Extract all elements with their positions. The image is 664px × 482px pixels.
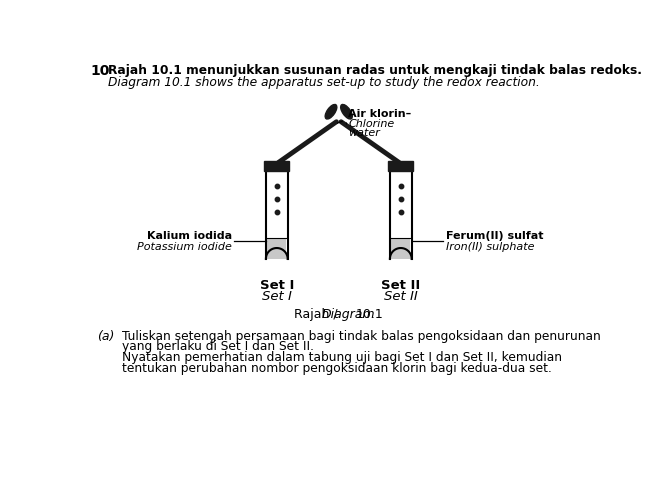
Text: tentukan perubahan nombor pengoksidaan klorin bagi kedua-dua set.: tentukan perubahan nombor pengoksidaan k… [122, 362, 552, 375]
Text: Diagram 10.1 shows the apparatus set-up to study the redox reaction.: Diagram 10.1 shows the apparatus set-up … [108, 76, 540, 89]
Polygon shape [391, 249, 410, 259]
Polygon shape [267, 238, 286, 259]
Text: yang berlaku di Set I dan Set II.: yang berlaku di Set I dan Set II. [122, 340, 314, 353]
Text: 10.1: 10.1 [356, 308, 384, 321]
Text: Set II: Set II [384, 290, 418, 303]
Text: Rajah 10.1 menunjukkan susunan radas untuk mengkaji tindak balas redoks.: Rajah 10.1 menunjukkan susunan radas unt… [108, 64, 642, 77]
Text: (a): (a) [97, 330, 114, 343]
Polygon shape [264, 161, 289, 171]
Text: Air klorin–: Air klorin– [348, 109, 411, 119]
Text: Set I: Set I [262, 290, 291, 303]
Text: Nyatakan pemerhatian dalam tabung uji bagi Set I dan Set II, kemudian: Nyatakan pemerhatian dalam tabung uji ba… [122, 351, 562, 364]
Text: Kalium iodida: Kalium iodida [147, 231, 232, 241]
Polygon shape [266, 248, 288, 259]
Text: water: water [348, 128, 380, 138]
Text: Chlorine: Chlorine [348, 119, 394, 129]
Polygon shape [388, 161, 413, 171]
Polygon shape [390, 170, 412, 259]
Text: 10: 10 [91, 64, 110, 78]
Ellipse shape [341, 105, 353, 119]
Polygon shape [390, 248, 412, 259]
Ellipse shape [325, 105, 337, 119]
Text: Rajah /: Rajah / [293, 308, 337, 321]
Polygon shape [391, 238, 410, 259]
Text: Iron(II) sulphate: Iron(II) sulphate [446, 242, 535, 252]
Polygon shape [267, 249, 286, 259]
Text: Tuliskan setengah persamaan bagi tindak balas pengoksidaan dan penurunan: Tuliskan setengah persamaan bagi tindak … [122, 330, 600, 343]
Text: Potassium iodide: Potassium iodide [137, 242, 232, 252]
Polygon shape [266, 170, 288, 259]
Text: Set II: Set II [381, 279, 420, 292]
Text: Diagram: Diagram [321, 308, 374, 321]
Text: Set I: Set I [260, 279, 294, 292]
Text: Ferum(II) sulfat: Ferum(II) sulfat [446, 231, 543, 241]
